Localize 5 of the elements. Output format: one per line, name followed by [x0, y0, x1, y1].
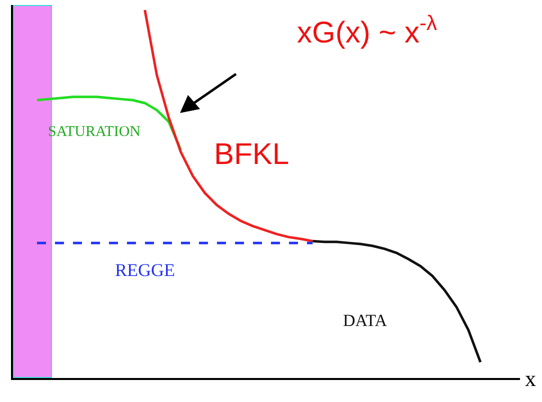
annotation: BFKL	[214, 138, 290, 171]
annotation: xG(x) ~ x$^{-λ}$	[297, 12, 438, 50]
annotation: REGGE	[115, 260, 175, 280]
x-axis-title: x	[525, 366, 536, 391]
annotation: DATA	[343, 311, 388, 330]
